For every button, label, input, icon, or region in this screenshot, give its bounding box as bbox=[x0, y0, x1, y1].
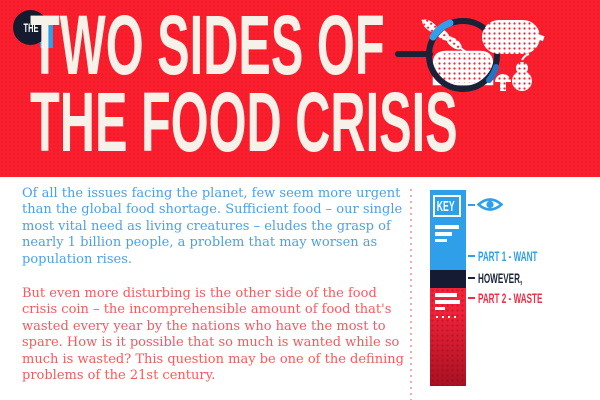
key-segment-want: KEY bbox=[430, 190, 466, 270]
connector-dash-eye bbox=[468, 204, 475, 206]
key-title-box: KEY bbox=[433, 195, 461, 217]
halftone-dot-row bbox=[436, 316, 458, 318]
melon-slice-icon bbox=[432, 50, 494, 86]
eye-icon bbox=[477, 198, 503, 211]
intro-text: Of all the issues facing the planet, few… bbox=[22, 186, 414, 384]
list-icon-waste bbox=[435, 293, 460, 313]
page-title-line-2: THE FOOD CRISIS bbox=[30, 75, 458, 169]
magnifier-icon bbox=[395, 18, 500, 92]
list-icon-want bbox=[435, 225, 459, 245]
section-divider bbox=[410, 189, 412, 400]
key-label-however: HOWEVER, bbox=[478, 270, 523, 286]
pear-icon bbox=[512, 53, 532, 91]
connector-dash-part1 bbox=[468, 255, 475, 257]
page-title-line-1: TWO SIDES OF bbox=[30, 0, 385, 92]
key-legend-bar: KEY bbox=[430, 190, 466, 386]
magnifier-food-illustration bbox=[395, 18, 545, 92]
mushroom-icon bbox=[495, 74, 511, 91]
intro-paragraph-waste: But even more disturbing is the other si… bbox=[22, 286, 404, 384]
key-title: KEY bbox=[436, 197, 455, 215]
connector-dash-however bbox=[468, 277, 475, 279]
watermelon-icon bbox=[482, 20, 545, 54]
the-badge: THE bbox=[13, 10, 48, 45]
key-label-part2-waste: PART 2 - WASTE bbox=[478, 290, 543, 306]
connector-dash-part2 bbox=[468, 297, 475, 299]
key-segment-however bbox=[430, 270, 466, 288]
the-badge-label: THE bbox=[23, 20, 38, 35]
key-segment-waste bbox=[430, 288, 466, 386]
header-banner: THE TWO SIDES OF THE FOOD CRISIS bbox=[0, 0, 600, 177]
intro-paragraph-want: Of all the issues facing the planet, few… bbox=[22, 186, 403, 267]
key-label-part1-want: PART 1 - WANT bbox=[478, 248, 538, 264]
